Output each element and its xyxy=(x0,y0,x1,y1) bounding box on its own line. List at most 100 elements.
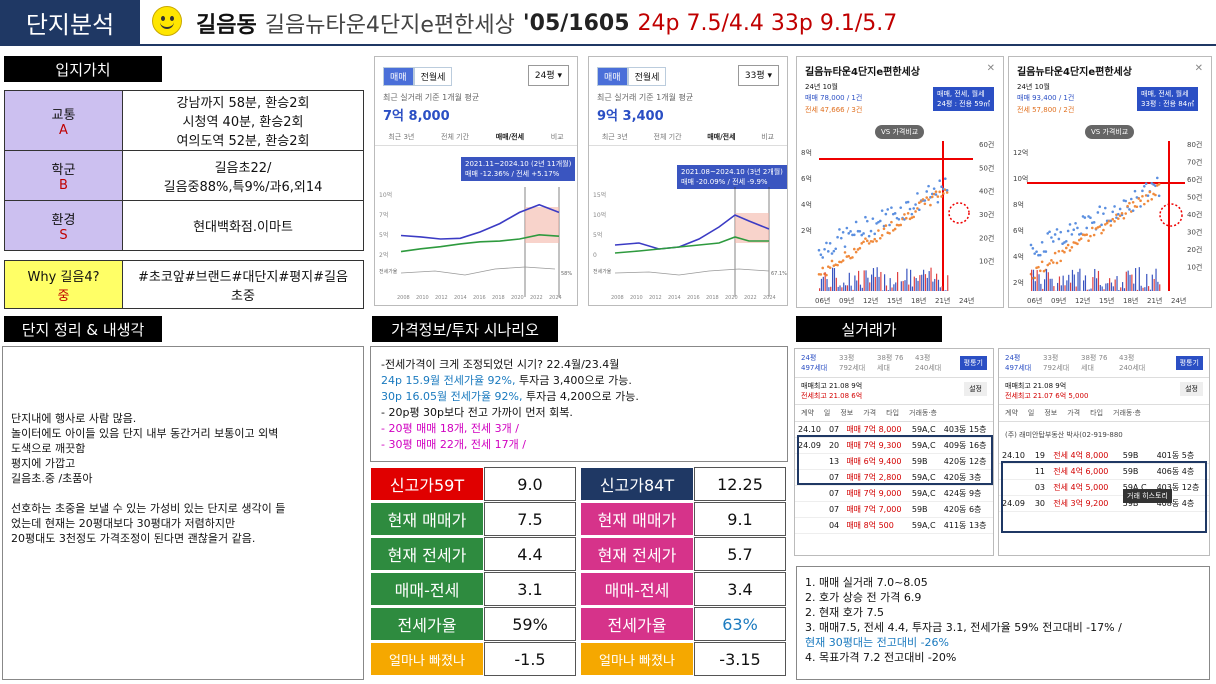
summary-line: 평지에 가깝고 xyxy=(11,457,76,470)
sale-dot xyxy=(1072,228,1076,232)
table-row[interactable]: 07 매매 7억 2,800 59A,C 420동 3층 xyxy=(795,469,993,486)
table-row[interactable]: 11 전세 4억 6,000 59B 406동 4층 xyxy=(999,463,1209,480)
period-tab[interactable]: 최근 3년 xyxy=(601,133,628,141)
rent-dot xyxy=(1076,242,1079,246)
metric-label: 현재 전세가 xyxy=(580,537,694,571)
size-tab[interactable]: 33평 792세대 xyxy=(1043,354,1070,372)
compare-button[interactable]: VS 가격비교 xyxy=(1085,125,1135,139)
sale-dot xyxy=(914,203,917,206)
smiley-icon xyxy=(152,6,182,36)
table-cell: 매매 8억 500 xyxy=(843,517,909,534)
sale-dot xyxy=(1037,253,1040,257)
table-cell xyxy=(795,517,826,534)
settings-button[interactable]: 설정 xyxy=(964,382,987,396)
size-tab[interactable]: 38평 76세대 xyxy=(877,354,904,372)
period-tab[interactable]: 매매/전세 xyxy=(495,133,525,141)
sale-dot xyxy=(899,206,903,209)
metric-value: 3.4 xyxy=(694,572,786,606)
tab-sale[interactable]: 매매 xyxy=(383,67,414,86)
rent-dot xyxy=(942,192,945,195)
x-tick: 06년 xyxy=(815,296,830,305)
size-tab[interactable]: 24평 497세대 xyxy=(1005,354,1032,372)
rent-dot xyxy=(938,190,942,194)
sale-dot xyxy=(936,200,940,204)
rent-dot xyxy=(1061,249,1064,253)
table-row[interactable]: 24.09 20 매매 7억 9,300 59A,C 409동 16층 xyxy=(795,437,993,454)
period-tab[interactable]: 비교 xyxy=(550,133,564,141)
table-row[interactable]: 13 매매 6억 9,400 59B 420동 12층 xyxy=(795,453,993,470)
period-tab[interactable]: 전체 기간 xyxy=(653,133,682,141)
volume-bar xyxy=(1144,287,1146,291)
rent-series-line xyxy=(400,233,560,253)
settings-button[interactable]: 설정 xyxy=(1180,382,1203,396)
volume-bar xyxy=(1040,283,1042,291)
volume-bar xyxy=(887,290,889,291)
sale-dot xyxy=(865,219,869,223)
type-badge[interactable]: 매매, 전세, 월세 33평 : 전용 84㎡ xyxy=(1137,87,1199,111)
volume-bar xyxy=(904,280,906,291)
volume-bar xyxy=(880,271,882,291)
rent-dot xyxy=(916,207,919,210)
type-badge[interactable]: 매매, 전세, 월세 24평 : 전용 59㎡ xyxy=(933,87,995,111)
highlight-band xyxy=(525,207,559,243)
table-cell: 420동 6층 xyxy=(940,501,993,518)
volume-bar xyxy=(1090,288,1092,291)
table-row[interactable]: 07 매매 7억 7,000 59B 420동 6층 xyxy=(795,501,993,518)
table-cell: 07 xyxy=(825,469,844,486)
max-sale: 매매최고 21.08 9억 xyxy=(801,382,863,390)
volume-bar xyxy=(1105,283,1107,291)
rent-dot xyxy=(1066,243,1070,247)
sale-dot xyxy=(1092,221,1096,224)
rent-dot xyxy=(1038,269,1042,273)
rent-dot xyxy=(1037,265,1040,269)
tab-sale[interactable]: 매매 xyxy=(597,67,628,86)
period-tab[interactable]: 비교 xyxy=(761,133,775,141)
compare-button[interactable]: 평통기 xyxy=(1175,356,1203,370)
volume-bar xyxy=(1088,289,1090,291)
section-summary-label: 단지 정리 & 내생각 xyxy=(4,316,162,342)
close-icon[interactable]: ✕ xyxy=(986,63,995,74)
volume-bar xyxy=(833,268,836,291)
period-tab[interactable]: 전체 기간 xyxy=(441,133,470,141)
sale-dot xyxy=(1033,252,1037,255)
x-tick: 2022 xyxy=(530,295,543,301)
period-tab[interactable]: 매매/전세 xyxy=(707,133,736,141)
sale-dot xyxy=(1076,226,1079,230)
size-tab[interactable]: 43평 240세대 xyxy=(915,354,942,372)
volume-bar xyxy=(1135,268,1137,291)
scenario-line: 30p 16.05월 전세가율 92%, 투자금 4,200으로 가능. xyxy=(381,390,639,403)
size-select[interactable]: 24평 ▾ xyxy=(527,65,569,86)
transaction-table: 24.10 07 매매 7억 8,000 59A,C 403동 15층 24.09 20 매매… xyxy=(795,422,993,534)
table-row[interactable]: 07 매매 7억 9,000 59A,C 424동 9층 xyxy=(795,485,993,502)
y-tick: 0 xyxy=(593,252,597,259)
rent-dot xyxy=(1042,269,1046,273)
tab-rent[interactable]: 전월세 xyxy=(627,67,667,86)
sale-dot xyxy=(1031,247,1035,250)
close-icon[interactable]: ✕ xyxy=(1194,63,1203,74)
table-cell: 매매 6억 9,400 xyxy=(843,453,909,470)
y-tick-right: 60건 xyxy=(979,141,994,149)
table-row[interactable]: 04 매매 8억 500 59A,C 411동 13층 xyxy=(795,517,993,534)
y-tick: 10억 xyxy=(593,211,606,219)
metric-label: 신고가84T xyxy=(580,467,694,501)
tab-rent[interactable]: 전월세 xyxy=(413,67,453,86)
volume-bar xyxy=(878,276,880,291)
summary-line: 선호하는 초중을 보낼 수 있는 가성비 있는 단지로 생각이 들 xyxy=(11,502,286,515)
compare-button[interactable]: VS 가격비교 xyxy=(875,125,925,139)
size-tab[interactable]: 24평 497세대 xyxy=(801,354,828,372)
sale-dot xyxy=(890,206,893,209)
size-tab[interactable]: 33평 792세대 xyxy=(839,354,866,372)
category-label: 교통 xyxy=(51,107,76,123)
period-tab[interactable]: 최근 3년 xyxy=(388,133,415,141)
volume-bar xyxy=(1051,278,1053,291)
table-row[interactable]: 24.10 19 전세 4억 8,000 59B 401동 5층 xyxy=(999,448,1209,464)
size-tab[interactable]: 38평 76세대 xyxy=(1081,354,1108,372)
agent-row[interactable]: (주) 래미안탑부동산 박사(02-919-880 xyxy=(1005,431,1123,439)
size-select[interactable]: 33평 ▾ xyxy=(737,65,779,86)
table-row[interactable]: 24.10 07 매매 7억 8,000 59A,C 403동 15층 xyxy=(795,422,993,438)
y-tick: 2억 xyxy=(1013,279,1024,287)
volume-bar xyxy=(943,290,945,291)
volume-bar xyxy=(926,277,928,291)
compare-button[interactable]: 평통기 xyxy=(959,356,987,370)
size-tab[interactable]: 43평 240세대 xyxy=(1119,354,1146,372)
